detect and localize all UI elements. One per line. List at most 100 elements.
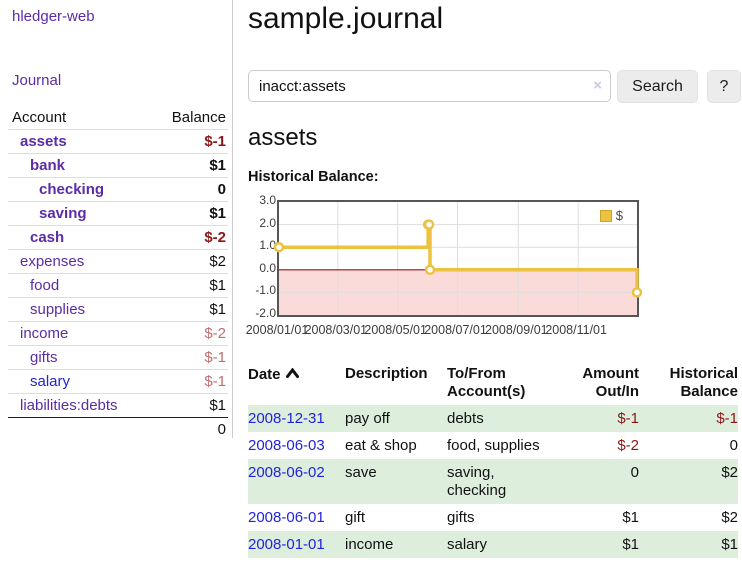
account-balance: $2 [153, 249, 228, 274]
transaction-accounts: saving, checking [447, 464, 507, 499]
transaction-description: gift [345, 509, 366, 526]
account-link-expenses[interactable]: expenses [20, 253, 85, 270]
x-tick-label: 2008/07/01 [424, 323, 487, 337]
sidebar-item-journal[interactable]: Journal [12, 72, 62, 89]
transaction-date-link[interactable]: 2008-12-31 [248, 410, 325, 427]
transaction-row: 2008-06-01 gift gifts $1 $2 [248, 504, 738, 531]
transaction-amount: $1 [622, 509, 639, 526]
account-row: liabilities:debts $1 [8, 393, 228, 418]
accounts-total-row: 0 [8, 418, 228, 442]
accounts-header-balance: Balance [153, 106, 228, 130]
transaction-date-link[interactable]: 2008-06-01 [248, 509, 325, 526]
transactions-table: Date Description To/From Account(s) Amou… [248, 361, 738, 558]
search-form: × Search ? [248, 70, 742, 103]
account-link-liabilities-debts[interactable]: liabilities:debts [20, 397, 118, 414]
transaction-balance: $2 [721, 464, 738, 481]
transaction-description: pay off [345, 410, 390, 427]
y-tick-label: 0.0 [259, 260, 276, 275]
transaction-row: 2008-12-31 pay off debts $-1 $-1 [248, 405, 738, 432]
chart-legend: $ [597, 207, 625, 224]
account-link-bank[interactable]: bank [30, 157, 66, 174]
column-header-balance: Historical Balance [669, 365, 738, 400]
account-link-saving[interactable]: saving [39, 205, 87, 222]
transaction-date-link[interactable]: 2008-06-02 [248, 464, 325, 481]
transaction-amount: $-1 [617, 410, 639, 427]
sort-ascending-icon [285, 365, 299, 383]
transaction-date-link[interactable]: 2008-06-03 [248, 437, 325, 454]
transaction-description: income [345, 536, 394, 553]
account-row: food $1 [8, 273, 228, 298]
account-row: salary $-1 [8, 369, 228, 394]
y-tick-label: -1.0 [255, 283, 276, 298]
transaction-balance: $-1 [716, 410, 738, 427]
account-heading: assets [248, 124, 318, 151]
account-link-cash[interactable]: cash [30, 229, 65, 246]
balance-chart-canvas [273, 202, 643, 315]
transaction-balance: $1 [721, 536, 738, 553]
y-tick-label: 3.0 [259, 193, 276, 207]
historical-balance-chart: 3.0 2.0 1.0 0.0 -1.0 -2.0 $ 2008/01/01 2008/03… [246, 193, 742, 350]
account-row: saving $1 [8, 201, 228, 226]
transaction-accounts: salary [447, 536, 488, 553]
account-row: checking 0 [8, 177, 228, 202]
column-header-date[interactable]: Date [248, 361, 345, 405]
account-row: gifts $-1 [8, 345, 228, 370]
account-row: expenses $2 [8, 249, 228, 274]
accounts-table: Account Balance assets $-1 bank $1 check… [8, 106, 228, 441]
account-balance: $-1 [153, 129, 228, 154]
search-button[interactable]: Search [617, 70, 698, 103]
clear-search-icon[interactable]: × [593, 77, 602, 94]
accounts-header-account: Account [8, 106, 154, 130]
column-header-accounts: To/From Account(s) [447, 365, 526, 400]
account-balance: $1 [153, 393, 228, 418]
search-input[interactable] [248, 70, 611, 102]
account-balance: $-1 [153, 345, 228, 370]
account-balance: $1 [153, 297, 228, 322]
legend-swatch-icon [599, 209, 612, 222]
accounts-total-balance: 0 [217, 421, 226, 438]
x-tick-label: 2008/11/01 [545, 323, 607, 337]
account-balance: 0 [153, 177, 228, 202]
account-row: supplies $1 [8, 297, 228, 322]
account-link-gifts[interactable]: gifts [30, 349, 58, 366]
y-tick-label: 1.0 [259, 238, 276, 253]
account-link-income[interactable]: income [20, 325, 69, 342]
y-tick-label: 2.0 [259, 215, 276, 230]
account-row: cash $-2 [8, 225, 228, 250]
chart-heading: Historical Balance: [248, 169, 379, 185]
x-tick-label: 2008/09/01 [485, 323, 548, 337]
account-balance: $-1 [153, 369, 228, 394]
transaction-date-link[interactable]: 2008-01-01 [248, 536, 325, 553]
account-link-food[interactable]: food [30, 277, 60, 294]
account-row: income $-2 [8, 321, 228, 346]
sidebar: hledger-web Journal Account Balance asse… [0, 0, 233, 438]
account-balance: $1 [153, 201, 228, 226]
account-balance: $-2 [153, 225, 228, 250]
column-header-description: Description [345, 365, 428, 382]
app-brand[interactable]: hledger-web [12, 8, 95, 25]
accounts-header-row: Account Balance [8, 106, 228, 130]
transaction-balance: $2 [721, 509, 738, 526]
page-title: sample.journal [248, 2, 444, 35]
account-link-checking[interactable]: checking [39, 181, 105, 198]
transaction-row: 2008-06-02 save saving, checking 0 $2 [248, 459, 738, 504]
transaction-balance: 0 [729, 437, 738, 454]
transaction-accounts: gifts [447, 509, 475, 526]
main-content: sample.journal × Search ? assets Histori… [246, 0, 742, 582]
account-balance: $1 [153, 153, 228, 178]
account-link-salary[interactable]: salary [30, 373, 71, 390]
account-balance: $-2 [153, 321, 228, 346]
transaction-amount: $1 [622, 536, 639, 553]
x-tick-label: 2008/03/01 [304, 323, 368, 337]
transaction-accounts: food, supplies [447, 437, 540, 454]
transaction-amount: 0 [630, 464, 639, 481]
transaction-row: 2008-06-03 eat & shop food, supplies $-2… [248, 432, 738, 459]
transaction-amount: $-2 [617, 437, 639, 454]
y-tick-label: -2.0 [255, 306, 276, 320]
transaction-accounts: debts [447, 410, 484, 427]
column-header-amount: Amount Out/In [582, 365, 639, 400]
account-link-assets[interactable]: assets [20, 133, 67, 150]
help-button[interactable]: ? [707, 70, 741, 103]
account-link-supplies[interactable]: supplies [30, 301, 86, 318]
account-balance: $1 [153, 273, 228, 298]
